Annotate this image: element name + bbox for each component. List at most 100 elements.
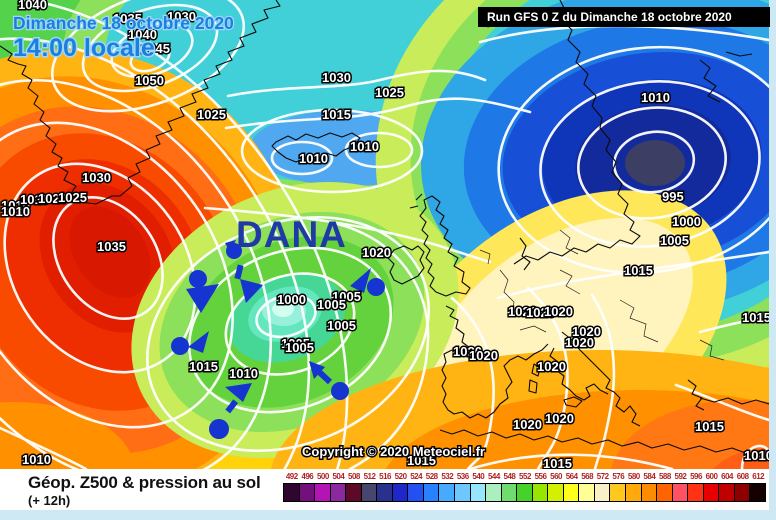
pressure-label: 1020 [513,417,542,432]
pressure-label: 1020 [453,344,482,359]
scale-value: 556 [534,472,547,481]
pressure-label: 1020 [537,359,566,374]
scale-swatch [749,483,766,502]
pressure-label: 1015 [543,456,572,469]
scale-cell: 492 [283,471,300,502]
scale-swatch [578,483,595,502]
pressure-label: 1045 [141,41,170,56]
pressure-label: 1025 [197,107,226,122]
scale-value: 504 [332,472,345,481]
scale-value: 540 [472,472,485,481]
scale-cell: 536 [454,471,471,502]
scale-value: 576 [612,472,625,481]
color-scale: 492 496 500 504 508 512 516 520 524 528 532 536 540 5… [283,471,766,502]
pressure-label: 995 [662,189,684,204]
pressure-label: 1030 [167,9,196,24]
pressure-label: 1020 [508,304,537,319]
scale-value: 528 [425,472,438,481]
scale-cell: 548 [500,471,518,502]
scale-value: 572 [596,472,609,481]
scale-cell: 532 [438,471,456,502]
scale-cell: 568 [578,471,595,502]
scale-value: 532 [441,472,454,481]
scale-swatch [702,483,720,502]
scale-swatch [593,483,611,502]
scale-swatch [314,483,331,502]
pressure-label: 1015 [189,359,218,374]
pressure-label: 1010 [641,90,670,105]
scale-value: 608 [736,472,749,481]
run-info-bar: Run GFS 0 Z du Dimanche 18 octobre 2020 [478,7,770,27]
scale-swatch [454,483,471,502]
scale-value: 548 [503,472,516,481]
arrow-tail [225,240,236,252]
arrow-head [186,284,219,313]
pressure-label: 1015 [407,453,436,468]
pressure-label: 1005 [327,318,356,333]
scale-cell: 596 [687,471,704,502]
pressure-label: 1020 [572,324,601,339]
scale-swatch [438,483,456,502]
scale-swatch [640,483,658,502]
scale-cell: 580 [625,471,642,502]
scale-cell: 544 [485,471,502,502]
scale-swatch [609,483,627,502]
scale-cell: 508 [345,471,362,502]
scale-swatch [733,483,751,502]
pressure-label: 1010 [229,366,258,381]
pressure-label: 1025 [58,190,87,205]
pressure-label: 1040 [18,0,47,12]
pressure-label: 1005 [317,297,346,312]
scale-value: 592 [674,472,687,481]
scale-value: 584 [643,472,656,481]
arrow-dash [234,264,244,280]
scale-value: 560 [550,472,562,481]
scale-swatch [500,483,518,502]
copyright-text: Copyright © 2020 Meteociel.fr [302,444,485,459]
scale-swatch [656,483,673,502]
pressure-label: 1015 [322,107,351,122]
pressure-label: 1010 [744,448,769,463]
scale-value: 600 [705,472,718,481]
pressure-label: 1025 [375,85,404,100]
scale-cell: 512 [360,471,378,502]
pressure-label: 1020 [526,305,555,320]
pressure-label: 1020 [565,335,594,350]
pressure-label: 1030 [82,170,111,185]
pressure-label: 1005 [660,233,689,248]
arrow-dot [367,278,385,296]
scale-value: 492 [285,472,298,481]
arrow-dot [189,270,207,288]
scale-value: 568 [581,472,594,481]
date-label: Dimanche 18 octobre 2020 [13,13,234,33]
pressure-label: 1020 [469,348,498,363]
pressure-label: 1035 [97,239,126,254]
pressure-label: 1005 [281,336,310,351]
scale-value: 564 [565,472,578,481]
legend-title: Géop. Z500 & pression au sol [28,473,261,492]
pressure-label: 1010 [299,151,328,166]
scale-cell: 540 [469,471,487,502]
scale-swatch [625,483,642,502]
arrow-dot [209,419,229,439]
weather-map: 1040 1035 1030 1040 1045 1050 1025 1030 1030 1025… [0,0,770,469]
storm-label: DANA [236,214,347,255]
scale-value: 552 [519,472,531,481]
scale-value: 604 [721,472,734,481]
pressure-label: 1050 [135,73,164,88]
contour-layer [0,0,769,469]
pressure-label: 1040 [128,27,157,42]
time-label: 14:00 locale [13,34,155,62]
scale-value: 524 [410,472,423,481]
arrow-head [309,361,325,379]
scale-value: 612 [752,472,765,481]
scale-value: 500 [316,472,329,481]
scale-cell: 528 [422,471,440,502]
arrow-head [240,279,263,303]
scale-cell: 552 [516,471,533,502]
scale-swatch [298,483,316,502]
scale-swatch [407,483,424,502]
